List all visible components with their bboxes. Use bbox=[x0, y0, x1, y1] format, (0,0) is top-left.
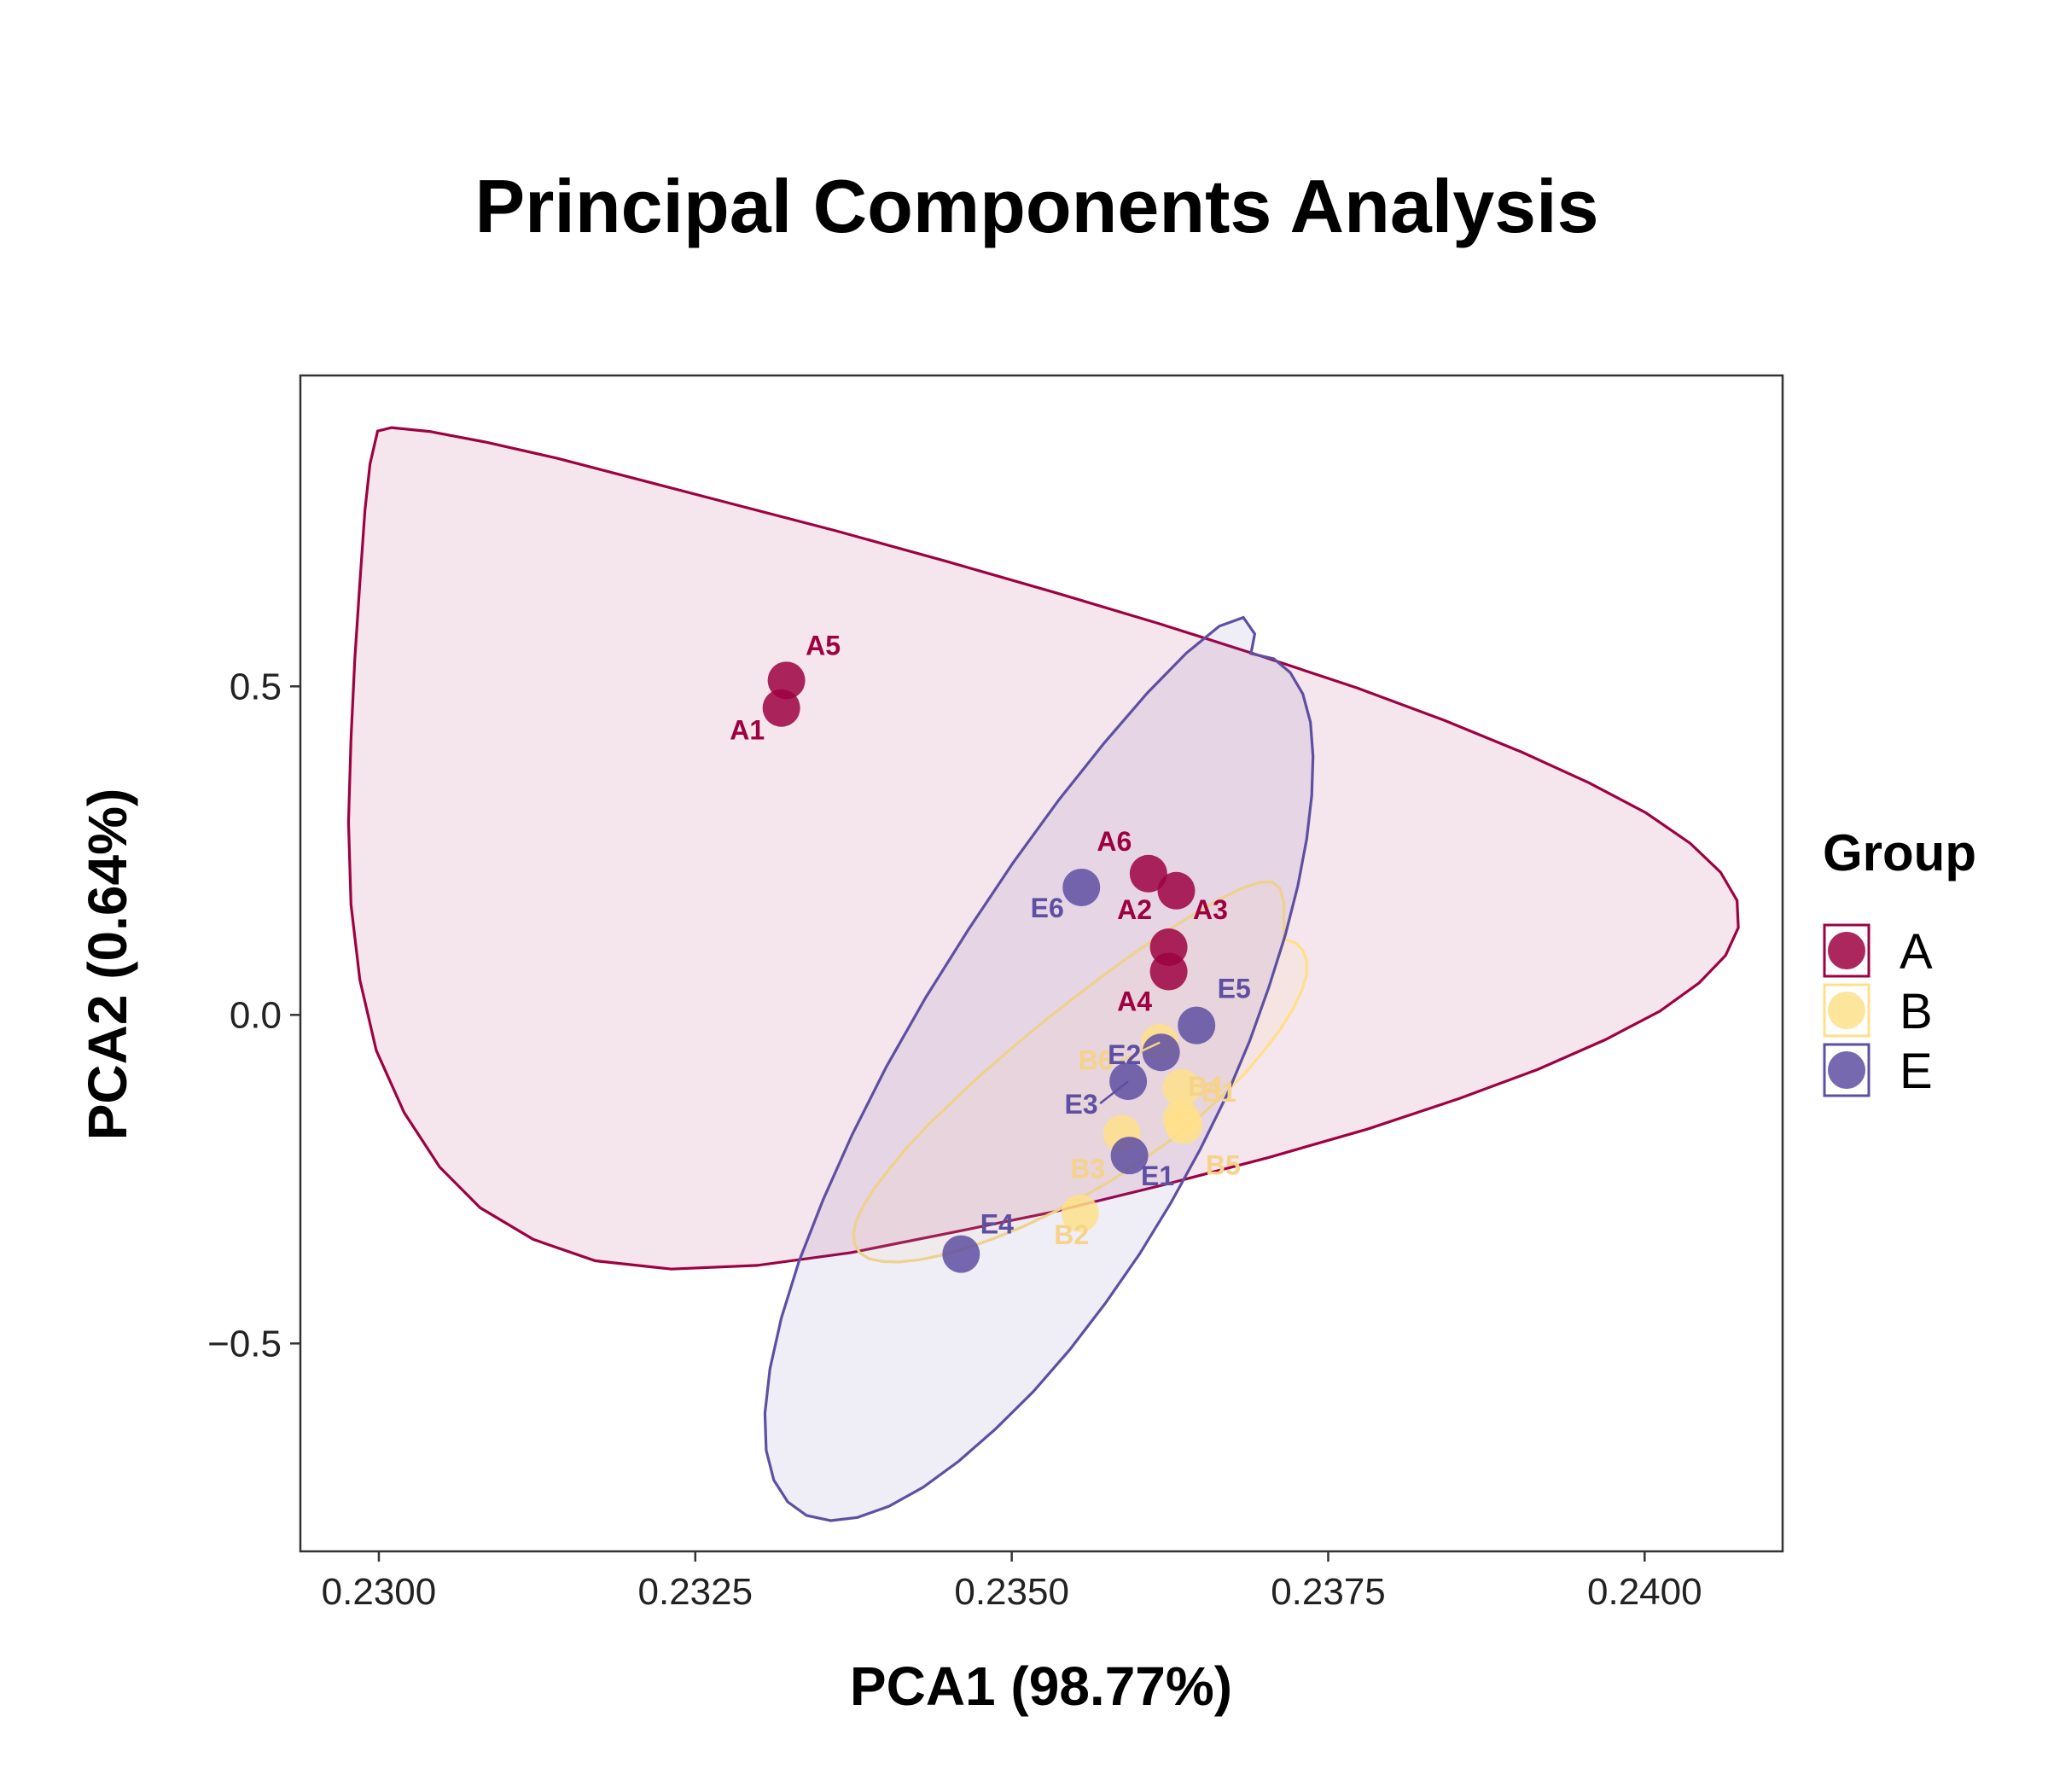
y-axis-title: PCA2 (0.64%) bbox=[77, 788, 138, 1141]
x-tick-label: 0.2375 bbox=[1271, 1571, 1386, 1613]
legend-swatch-a bbox=[1828, 932, 1865, 969]
point-label-a6: A6 bbox=[1097, 826, 1132, 857]
leader-line bbox=[1099, 1080, 1129, 1105]
point-label-e6: E6 bbox=[1031, 893, 1064, 923]
point-b1 bbox=[1162, 1068, 1201, 1107]
point-e5 bbox=[1178, 1006, 1216, 1044]
point-a3 bbox=[1157, 871, 1196, 910]
x-tick-label: 0.2400 bbox=[1587, 1571, 1702, 1613]
data-points bbox=[762, 661, 1216, 1273]
point-a5 bbox=[767, 661, 806, 700]
point-label-e1: E1 bbox=[1141, 1161, 1174, 1191]
point-label-b3: B3 bbox=[1070, 1154, 1105, 1184]
legend-label-e: E bbox=[1900, 1044, 1933, 1099]
x-tick-label: 0.2325 bbox=[638, 1571, 753, 1613]
x-axis-title: PCA1 (98.77%) bbox=[850, 1655, 1232, 1717]
legend: Group A B E bbox=[1823, 824, 1976, 1099]
x-axis: 0.2300 0.2325 0.2350 0.2375 0.2400 bbox=[322, 1551, 1702, 1613]
y-tick-label: 0.0 bbox=[230, 994, 282, 1036]
x-tick-label: 0.2300 bbox=[322, 1571, 437, 1613]
point-label-a1: A1 bbox=[730, 715, 765, 746]
point-label-e5: E5 bbox=[1218, 974, 1251, 1004]
legend-entry-a: A bbox=[1823, 923, 1933, 980]
point-a4 bbox=[1149, 952, 1188, 991]
plot-panel-border bbox=[299, 374, 1784, 1553]
point-e6 bbox=[1062, 868, 1101, 906]
x-tick-label: 0.2350 bbox=[954, 1571, 1069, 1613]
point-b2 bbox=[1061, 1194, 1099, 1232]
point-label-a4: A4 bbox=[1117, 986, 1152, 1017]
point-e1 bbox=[1110, 1137, 1149, 1175]
point-label-e4: E4 bbox=[980, 1209, 1014, 1240]
legend-entry-e: E bbox=[1823, 1043, 1933, 1099]
leader-line bbox=[1119, 1041, 1161, 1062]
point-label-b4: B4 bbox=[1188, 1071, 1223, 1102]
point-label-a2: A2 bbox=[1117, 894, 1152, 925]
confidence-ellipses bbox=[346, 426, 1740, 1522]
point-b5 bbox=[1165, 1106, 1203, 1144]
point-label-a3: A3 bbox=[1193, 894, 1228, 925]
point-e2 bbox=[1142, 1033, 1180, 1072]
point-label-e2: E2 bbox=[1108, 1039, 1141, 1070]
point-label-a5: A5 bbox=[806, 630, 841, 660]
legend-title: Group bbox=[1823, 824, 1976, 881]
y-tick-label: 0.5 bbox=[230, 666, 282, 707]
point-label-b5: B5 bbox=[1206, 1150, 1241, 1181]
data-labels: A1 A2 A3 A4 A5 A6 B1 B2 B3 B4 B5 B6 E1 E2 E3 E4 E5 E6 bbox=[730, 630, 1251, 1250]
legend-label-a: A bbox=[1900, 924, 1933, 980]
legend-label-b: B bbox=[1900, 984, 1933, 1039]
legend-swatch-e bbox=[1828, 1051, 1865, 1089]
y-tick-label: −0.5 bbox=[207, 1323, 282, 1364]
legend-entry-b: B bbox=[1823, 983, 1933, 1039]
point-label-b2: B2 bbox=[1054, 1219, 1089, 1250]
point-label-e3: E3 bbox=[1065, 1089, 1098, 1120]
y-axis: 0.5 0.0 −0.5 bbox=[207, 666, 300, 1364]
point-label-b6: B6 bbox=[1079, 1045, 1114, 1076]
ellipse-e bbox=[763, 615, 1315, 1522]
point-a6 bbox=[1129, 854, 1167, 893]
legend-swatch-b bbox=[1828, 992, 1865, 1029]
chart-title: Principal Components Analysis bbox=[474, 164, 1598, 248]
ellipse-a bbox=[346, 426, 1740, 1271]
point-e4 bbox=[942, 1235, 980, 1273]
point-label-b1: B1 bbox=[1201, 1077, 1236, 1108]
